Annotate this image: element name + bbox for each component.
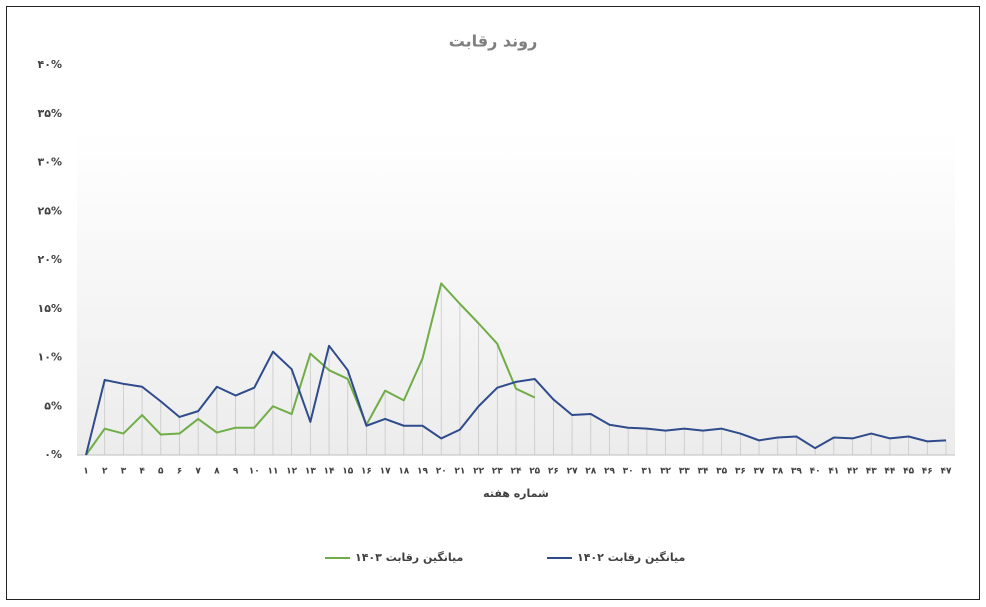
x-tick-label: ۳۵ [716, 467, 727, 477]
y-tick-label: ۱۵% [38, 302, 62, 315]
x-tick-label: ۱۶ [361, 467, 372, 477]
x-tick-label: ۳۲ [660, 467, 671, 477]
x-tick-label: ۱۸ [398, 467, 409, 477]
y-tick-label: ۱۰% [38, 351, 62, 364]
x-tick-label: ۲۵ [529, 467, 540, 477]
y-tick-label: ۴۰% [38, 58, 62, 71]
x-tick-label: ۱ [83, 467, 89, 477]
x-tick-label: ۲۳ [492, 467, 503, 477]
series-line [85, 282, 536, 456]
x-tick-label: ۳۸ [772, 467, 783, 477]
chart-title: روند رقابت [449, 32, 538, 51]
legend-label: میانگین رقابت ۱۴۰۳ [355, 551, 463, 564]
x-tick-label: ۷ [195, 467, 201, 477]
x-tick-label: ۴۴ [884, 467, 895, 477]
y-tick-label: ۳۰% [38, 156, 62, 169]
x-tick-label: ۲۰ [436, 467, 447, 477]
x-tick-label: ۴۰ [810, 467, 821, 477]
x-tick-label: ۳۹ [791, 467, 802, 477]
x-tick-label: ۱۱ [267, 467, 278, 477]
x-tick-label: ۱۹ [417, 467, 428, 477]
x-tick-label: ۴۵ [903, 467, 914, 477]
x-tick-label: ۲۴ [511, 467, 522, 477]
x-tick-label: ۳۷ [754, 467, 765, 477]
x-tick-label: ۳۶ [735, 467, 746, 477]
x-tick-label: ۸ [214, 467, 220, 477]
x-tick-label: ۴۲ [847, 467, 858, 477]
x-tick-label: ۳۱ [641, 467, 652, 477]
x-tick-label: ۳۳ [679, 467, 690, 477]
series-line [85, 344, 947, 456]
x-tick-label: ۱۰ [249, 467, 260, 477]
y-tick-label: ۰% [44, 448, 62, 461]
x-tick-label: ۱۷ [380, 467, 391, 477]
x-tick-label: ۱۳ [305, 467, 316, 477]
x-tick-label: ۴۱ [828, 467, 839, 477]
x-tick-label: ۹ [233, 467, 239, 477]
x-tick-label: ۲۶ [548, 467, 559, 477]
x-tick-label: ۴۶ [922, 467, 933, 477]
x-tick-label: ۲۹ [604, 467, 615, 477]
x-tick-label: ۱۲ [286, 467, 297, 477]
y-tick-label: ۲۵% [38, 204, 62, 217]
x-tick-label: ۲۲ [473, 467, 484, 477]
x-tick-label: ۱۵ [342, 467, 353, 477]
x-tick-label: ۵ [158, 467, 164, 477]
x-tick-label: ۴۳ [866, 467, 877, 477]
x-tick-label: ۳۰ [623, 467, 634, 477]
y-tick-label: ۳۵% [38, 107, 62, 120]
legend-label: میانگین رقابت ۱۴۰۲ [577, 551, 685, 564]
y-tick-label: ۵% [44, 399, 62, 412]
x-tick-label: ۱۴ [324, 467, 335, 477]
x-tick-label: ۶ [177, 467, 183, 477]
x-tick-label: ۲۸ [585, 467, 596, 477]
x-tick-label: ۲۷ [567, 467, 578, 477]
x-tick-label: ۴۷ [941, 467, 952, 477]
x-tick-label: ۴ [139, 467, 145, 477]
x-tick-label: ۲۱ [454, 467, 465, 477]
x-tick-label: ۳ [121, 467, 127, 477]
y-tick-label: ۲۰% [38, 253, 62, 266]
x-axis-label: شماره هفته [483, 487, 549, 500]
x-tick-label: ۳۴ [697, 467, 708, 477]
x-tick-label: ۲ [102, 467, 108, 477]
